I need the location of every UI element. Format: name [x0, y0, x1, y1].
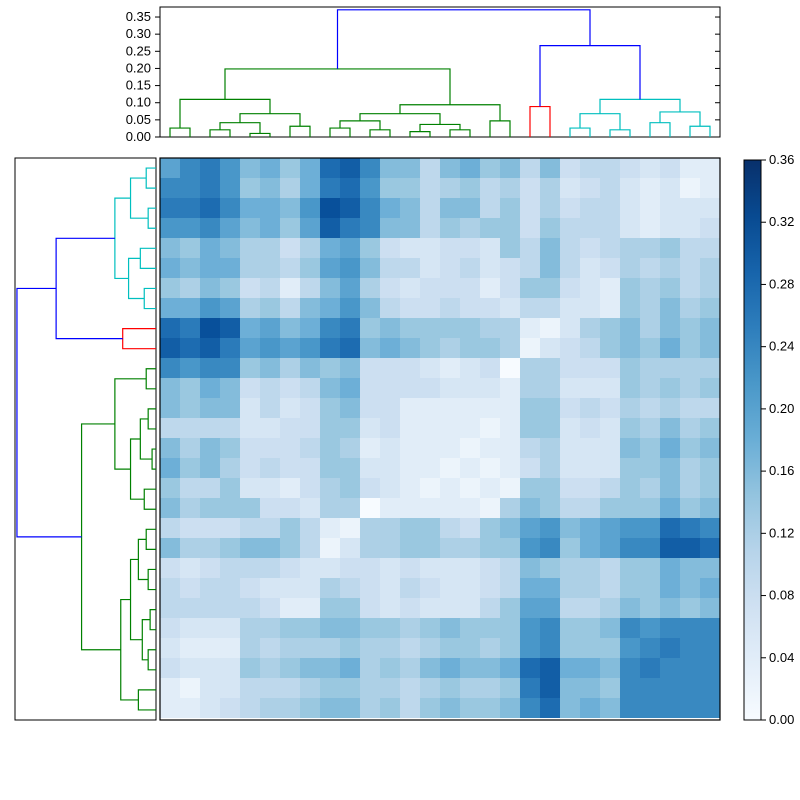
svg-text:0.32: 0.32	[769, 214, 794, 229]
svg-text:0.05: 0.05	[126, 112, 151, 127]
svg-text:0.20: 0.20	[126, 60, 151, 75]
svg-text:0.10: 0.10	[126, 95, 151, 110]
svg-text:0.24: 0.24	[769, 339, 794, 354]
svg-text:0.16: 0.16	[769, 463, 794, 478]
svg-text:0.35: 0.35	[126, 9, 151, 24]
svg-text:0.36: 0.36	[769, 152, 794, 167]
svg-text:0.00: 0.00	[769, 712, 794, 727]
svg-text:0.25: 0.25	[126, 43, 151, 58]
svg-text:0.28: 0.28	[769, 276, 794, 291]
svg-text:0.08: 0.08	[769, 588, 794, 603]
svg-text:0.30: 0.30	[126, 26, 151, 41]
svg-text:0.04: 0.04	[769, 650, 794, 665]
svg-text:0.00: 0.00	[126, 129, 151, 144]
svg-text:0.20: 0.20	[769, 401, 794, 416]
svg-text:0.12: 0.12	[769, 525, 794, 540]
svg-text:0.15: 0.15	[126, 78, 151, 93]
